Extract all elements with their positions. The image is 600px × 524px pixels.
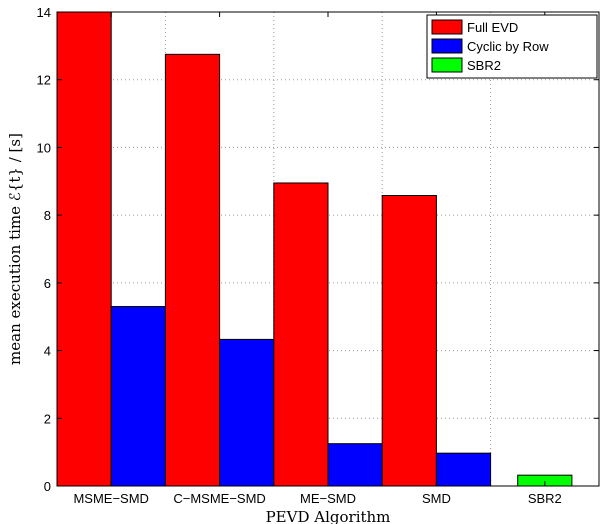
x-tick-label: MSME−SMD xyxy=(73,491,148,506)
legend-label: Full EVD xyxy=(467,20,518,35)
axis-ticks: 0 2 4 6 8 10 12 14 MSME−SMD C−MSME−SMD ME−SMD SMD SB… xyxy=(37,5,599,506)
x-tick-label: ME−SMD xyxy=(300,491,356,506)
y-tick-label: 0 xyxy=(44,479,51,494)
x-tick-label: SBR2 xyxy=(528,491,562,506)
bar-full-evd xyxy=(273,182,329,487)
bar-cyclic-by-row xyxy=(110,306,166,487)
y-tick-label: 2 xyxy=(44,411,51,426)
legend-swatch xyxy=(431,19,463,35)
bar-full-evd xyxy=(381,195,437,487)
bars xyxy=(56,11,573,487)
y-tick-label: 6 xyxy=(44,276,51,291)
bar-cyclic-by-row xyxy=(327,443,383,487)
y-tick-label: 14 xyxy=(37,5,51,20)
bar-full-evd xyxy=(164,53,221,487)
x-tick-label: SMD xyxy=(422,491,451,506)
bar-full-evd xyxy=(56,11,112,487)
x-tick-label: C−MSME−SMD xyxy=(173,491,265,506)
legend-swatch xyxy=(431,38,463,54)
y-tick-label: 4 xyxy=(44,344,51,359)
bar-cyclic-by-row xyxy=(219,338,275,487)
y-tick-label: 8 xyxy=(44,208,51,223)
y-tick-label: 10 xyxy=(37,140,51,155)
y-axis-title: mean execution time ℰ{t} / [s] xyxy=(6,133,24,365)
legend-label: Cyclic by Row xyxy=(467,39,549,54)
y-tick-label: 12 xyxy=(37,73,51,88)
legend-label: SBR2 xyxy=(467,58,501,73)
legend-swatch xyxy=(431,57,463,73)
x-axis-title: PEVD Algorithm xyxy=(266,508,391,524)
bar-cyclic-by-row xyxy=(435,452,492,487)
legend: Full EVD Cyclic by Row SBR2 xyxy=(426,14,598,79)
